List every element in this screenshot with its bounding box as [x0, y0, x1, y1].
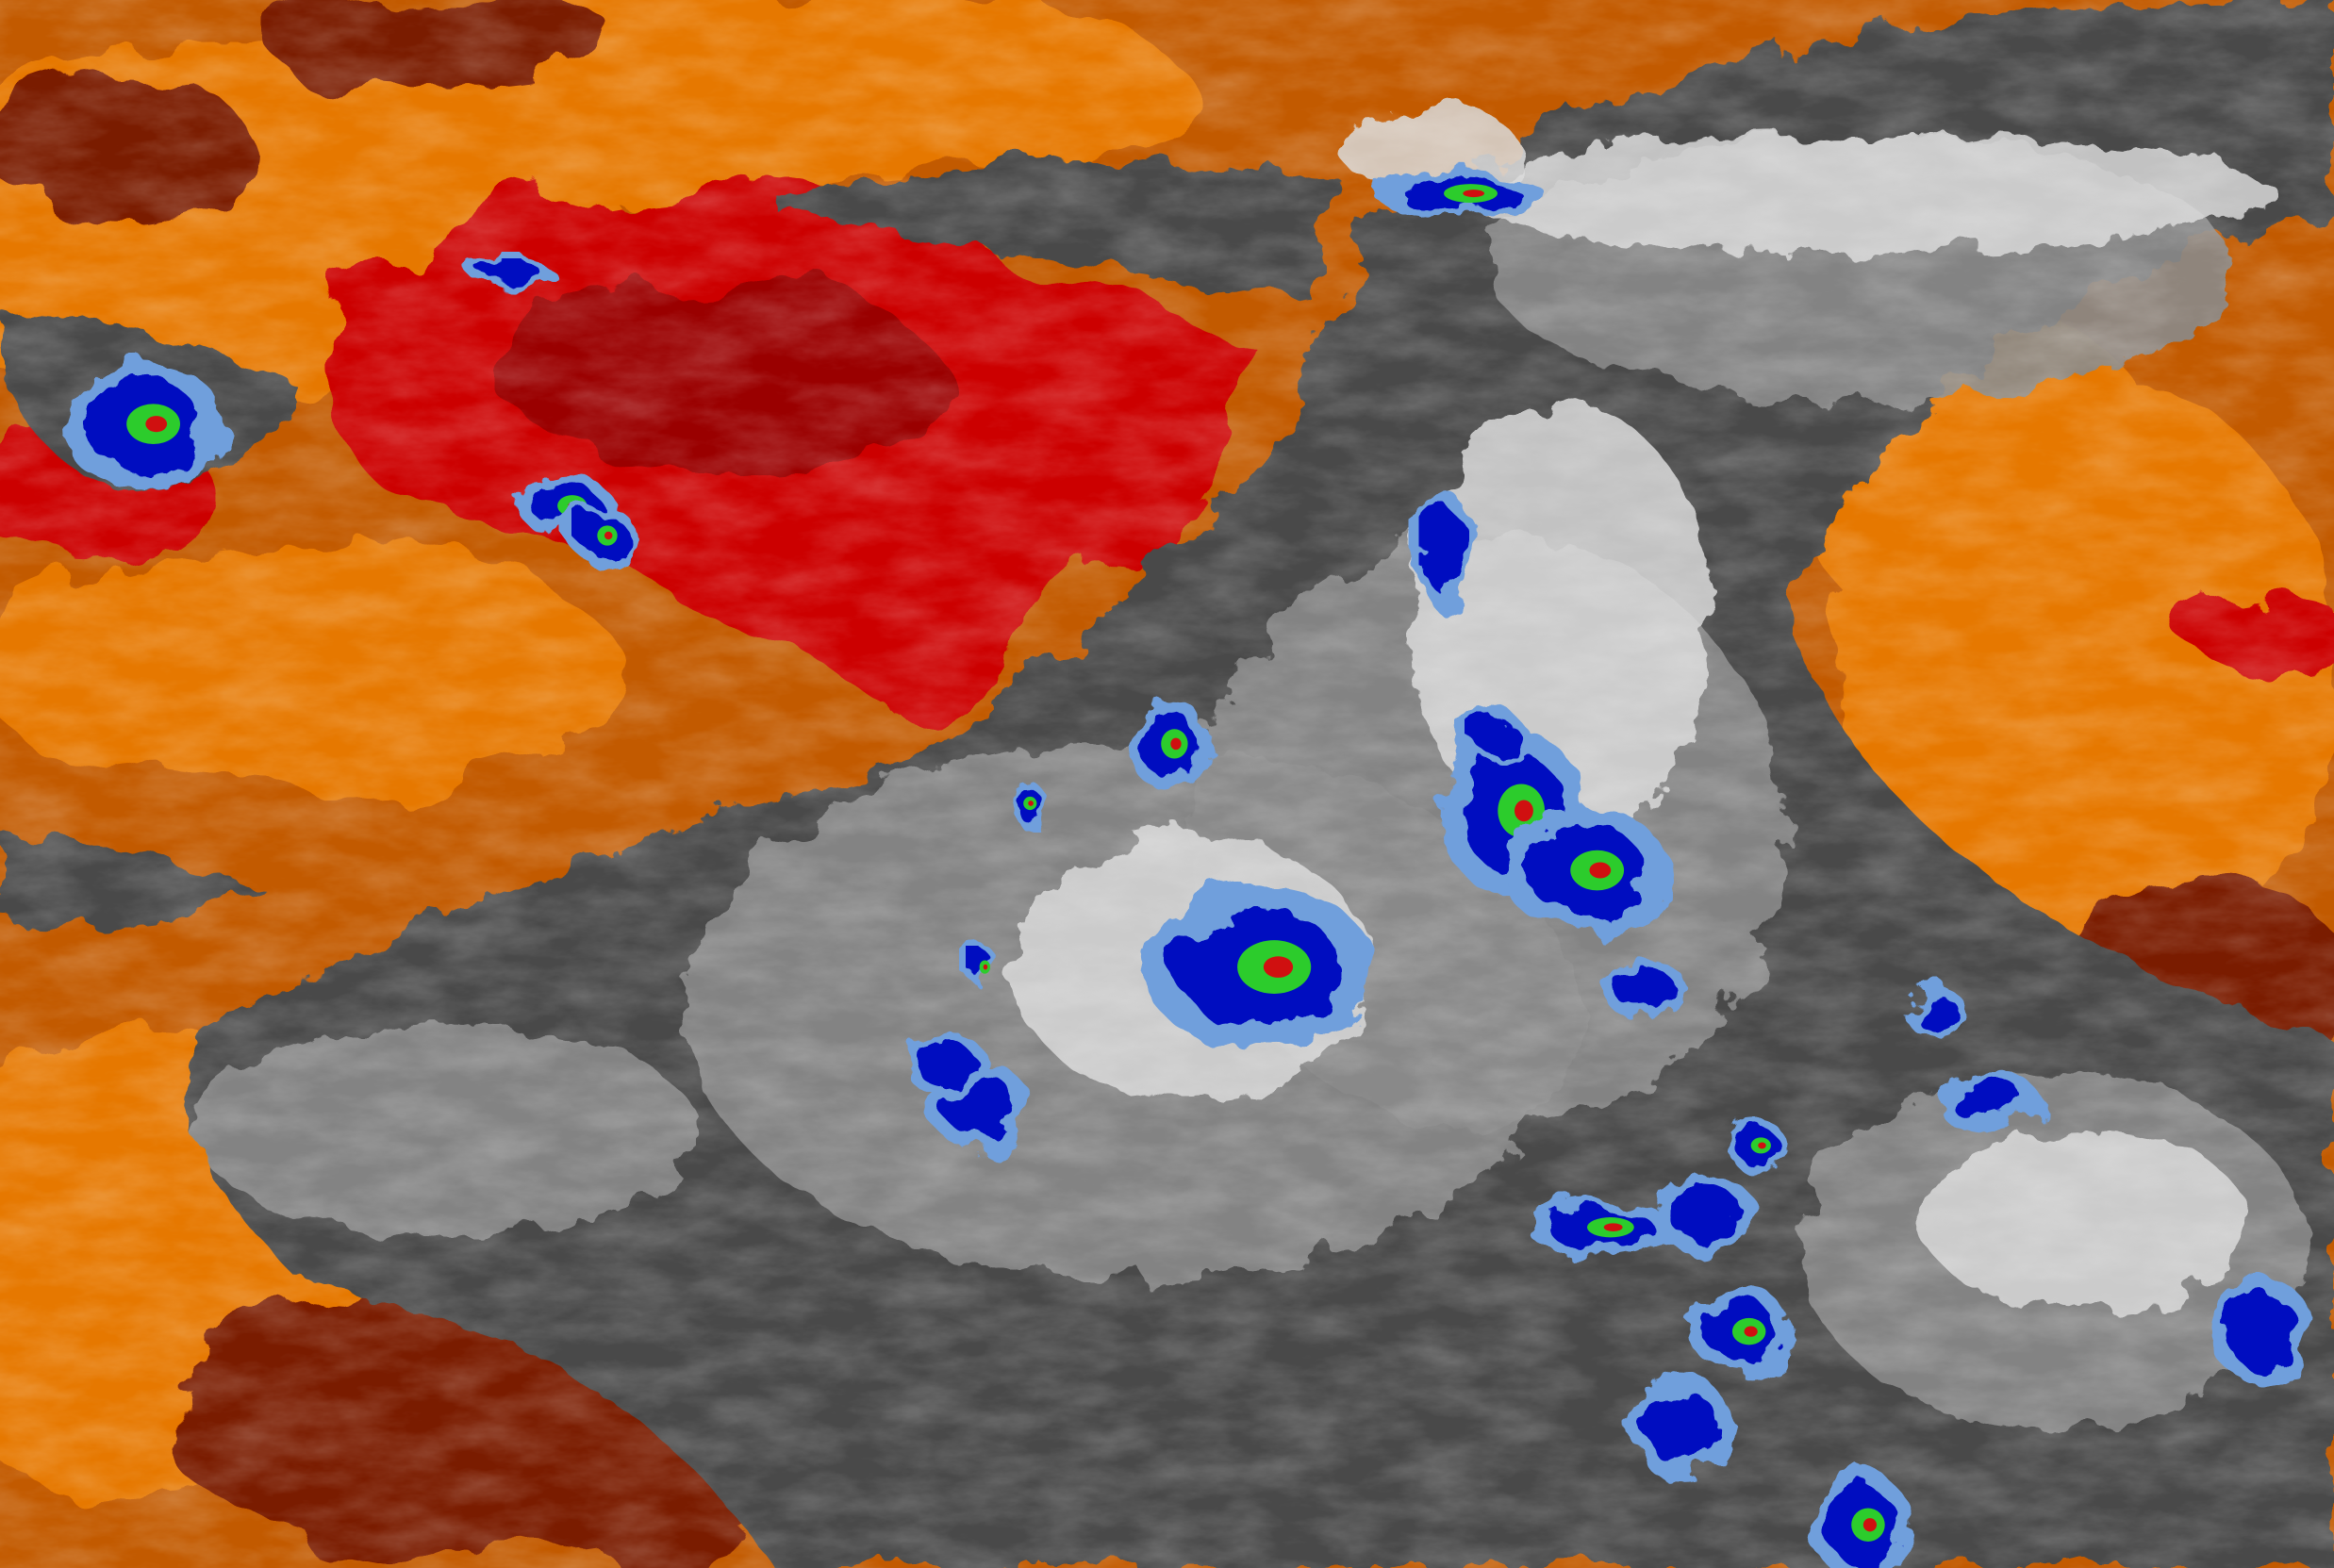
storm-cell-core — [1463, 190, 1485, 198]
storm-cell-core — [1028, 801, 1034, 806]
storm-cell-core — [1263, 956, 1294, 978]
storm-cell-core — [1603, 1223, 1623, 1231]
storm-cell — [1473, 718, 1519, 754]
storm-cell-core — [1170, 737, 1182, 751]
storm-cell-core — [1758, 1142, 1766, 1149]
storm-cell — [483, 263, 544, 288]
storm-cell — [1645, 1391, 1720, 1466]
storm-cell-core — [145, 416, 168, 433]
storm-cell — [1426, 505, 1463, 596]
storm-cell — [1949, 1078, 2025, 1124]
storm-cell — [1912, 993, 1958, 1030]
storm-cell — [1614, 966, 1675, 1012]
storm-cell-core — [1514, 800, 1533, 822]
storm-cell-core — [1744, 1326, 1758, 1337]
storm-cell — [945, 1078, 1020, 1139]
storm-cell-core — [1589, 862, 1612, 879]
storm-cell-core — [1862, 1518, 1878, 1532]
storm-cell — [2225, 1294, 2300, 1369]
storm-cell-core — [568, 501, 580, 510]
storm-cell — [1666, 1185, 1742, 1240]
storm-cell-core — [604, 531, 613, 540]
storm-cell-core — [983, 964, 988, 970]
